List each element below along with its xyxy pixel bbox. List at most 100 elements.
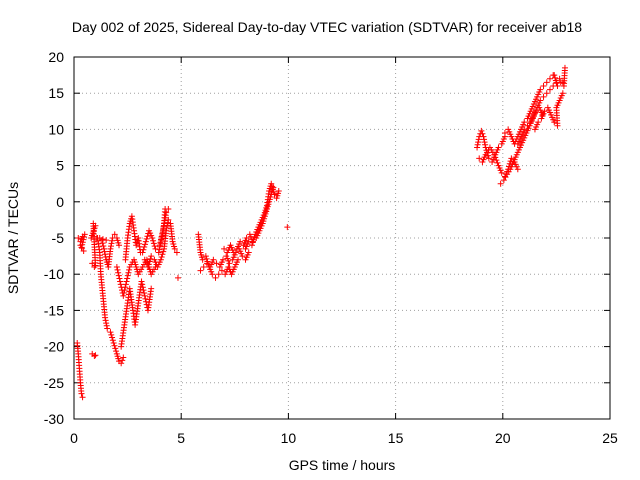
x-axis-label: GPS time / hours	[289, 457, 396, 473]
data-point	[284, 224, 291, 231]
data-point	[109, 237, 116, 244]
data-point	[474, 144, 481, 151]
data-point	[230, 266, 237, 273]
data-point	[139, 281, 146, 288]
plot-frame	[73, 56, 611, 420]
data-point	[101, 245, 108, 252]
data-point	[522, 132, 529, 139]
data-point	[118, 360, 125, 367]
data-point	[212, 274, 219, 281]
data-point	[107, 248, 114, 255]
data-point	[79, 239, 86, 246]
data-point	[494, 146, 501, 153]
data-point	[160, 248, 167, 255]
data-point	[254, 226, 261, 233]
data-point	[114, 266, 121, 273]
data-point	[142, 238, 149, 245]
data-point	[493, 157, 500, 164]
grid	[74, 57, 610, 419]
data-point	[478, 127, 485, 134]
y-tick-label: 15	[48, 85, 64, 101]
y-tick-label: -30	[44, 411, 64, 427]
data-point	[91, 263, 98, 270]
data-point	[513, 163, 520, 170]
data-point	[140, 246, 147, 253]
y-tick-label: -10	[44, 266, 64, 282]
data-point	[107, 243, 114, 250]
data-point	[139, 249, 146, 256]
data-point	[151, 266, 158, 273]
data-point	[269, 186, 276, 193]
data-point	[507, 158, 514, 165]
data-point	[81, 233, 88, 240]
data-point	[158, 254, 165, 261]
data-point	[519, 139, 526, 146]
x-tick-label: 0	[70, 430, 78, 446]
data-point	[109, 334, 116, 341]
data-point	[141, 290, 148, 297]
data-point	[480, 133, 487, 140]
data-point	[115, 272, 122, 279]
data-point	[208, 268, 215, 275]
data-point	[555, 99, 562, 106]
data-point	[485, 155, 492, 162]
data-point	[546, 86, 553, 93]
data-point	[556, 75, 563, 82]
data-point	[497, 180, 504, 187]
data-point	[543, 79, 550, 86]
data-point	[202, 253, 209, 260]
data-point	[534, 121, 541, 128]
data-point	[475, 139, 482, 146]
data-point	[558, 92, 565, 99]
data-point	[552, 74, 559, 81]
x-tick-label: 5	[177, 430, 185, 446]
data-point	[536, 99, 543, 106]
data-point	[271, 191, 278, 198]
data-point	[501, 130, 508, 137]
data-point	[142, 295, 149, 302]
data-point	[233, 259, 240, 266]
data-point	[218, 267, 225, 274]
data-point	[171, 243, 178, 250]
data-point	[120, 290, 127, 297]
data-point	[111, 231, 118, 238]
data-point	[260, 212, 267, 219]
data-point	[102, 317, 109, 324]
x-tick-label: 10	[281, 430, 297, 446]
data-point	[165, 216, 172, 223]
data-point	[553, 107, 560, 114]
data-point	[159, 230, 166, 237]
data-point	[546, 109, 553, 116]
data-point	[158, 233, 165, 240]
data-point	[134, 302, 141, 309]
data-point	[108, 331, 115, 338]
data-point	[107, 329, 114, 336]
data-point	[475, 136, 482, 143]
data-point	[75, 348, 82, 355]
data-point	[540, 82, 547, 89]
data-point	[113, 348, 120, 355]
data-point	[482, 141, 489, 148]
data-point	[244, 241, 251, 248]
data-point	[269, 183, 276, 190]
y-tick-label: -5	[52, 230, 65, 246]
data-point	[103, 320, 110, 327]
data-point	[147, 288, 154, 295]
data-point	[557, 79, 564, 86]
data-point	[104, 325, 111, 332]
data-point	[492, 154, 499, 161]
chart-title: Day 002 of 2025, Sidereal Day-to-day VTE…	[72, 19, 582, 35]
data-point	[129, 304, 136, 311]
y-tick-label: -15	[44, 302, 64, 318]
data-point	[529, 103, 536, 110]
data-point	[200, 263, 207, 270]
data-point	[117, 281, 124, 288]
data-point	[551, 72, 558, 79]
data-point	[553, 80, 560, 87]
data-point	[125, 269, 132, 276]
data-point	[120, 292, 127, 299]
y-axis-label: SDTVAR / TECUs	[5, 182, 21, 294]
data-point	[122, 284, 129, 291]
data-point	[229, 247, 236, 254]
